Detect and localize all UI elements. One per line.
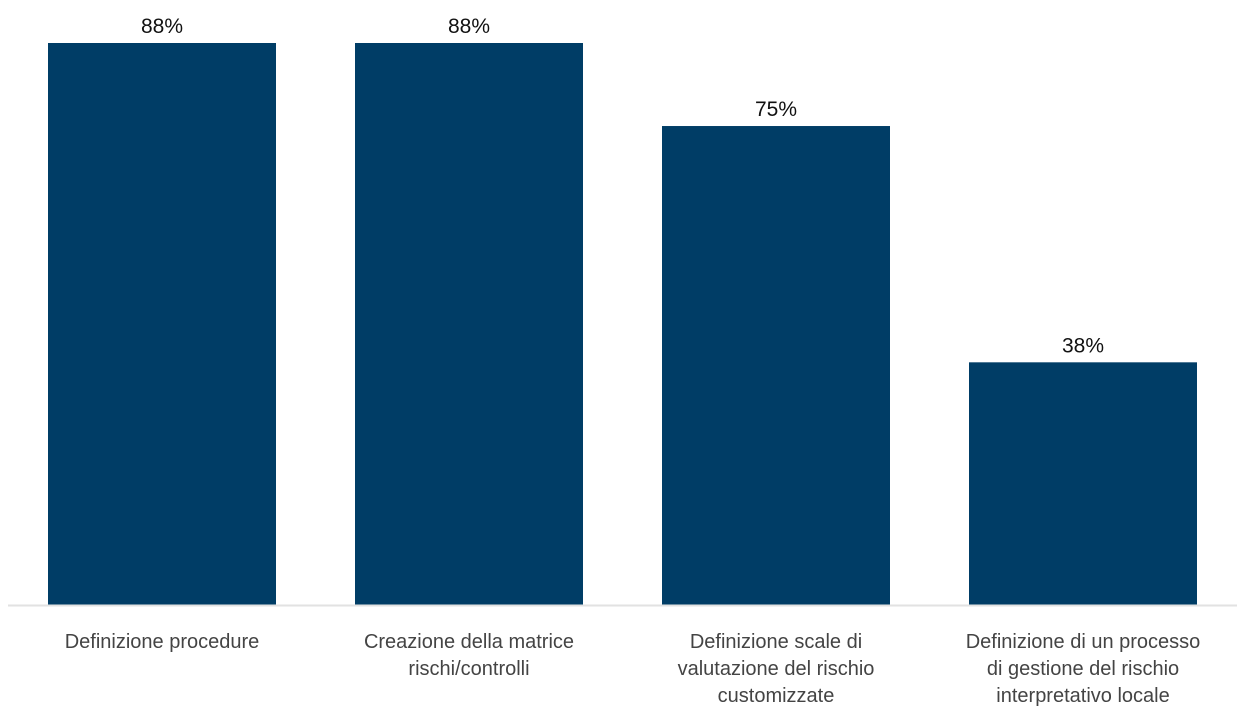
category-label-3-line-2: valutazione del rischio [678,658,875,680]
category-label-2: Creazione della matrice rischi/controlli [364,631,574,680]
category-label-3-line-3: customizzate [718,685,835,707]
bars-group [48,43,1197,605]
category-label-4-line-1: Definizione di un processo [966,631,1201,653]
bar-3 [662,126,890,605]
category-labels-group: Definizione procedure Creazione della mat… [65,631,1201,707]
category-label-1-line-1: Definizione procedure [65,631,260,653]
bar-2 [355,43,583,605]
value-label-4: 38% [1062,334,1104,357]
bar-1 [48,43,276,605]
category-label-3-line-1: Definizione scale di [690,631,862,653]
category-label-4-line-3: interpretativo locale [996,685,1169,707]
value-label-1: 88% [141,15,183,38]
value-label-2: 88% [448,15,490,38]
category-label-4: Definizione di un processo di gestione de… [966,631,1201,707]
category-label-2-line-2: rischi/controlli [408,658,529,680]
bar-4 [969,362,1197,605]
category-label-2-line-1: Creazione della matrice [364,631,574,653]
category-label-1: Definizione procedure [65,631,260,653]
value-label-3: 75% [755,98,797,121]
category-label-4-line-2: di gestione del rischio [987,658,1179,680]
value-labels-group: 88% 88% 75% 38% [141,15,1104,357]
category-label-3: Definizione scale di valutazione del risc… [678,631,875,707]
